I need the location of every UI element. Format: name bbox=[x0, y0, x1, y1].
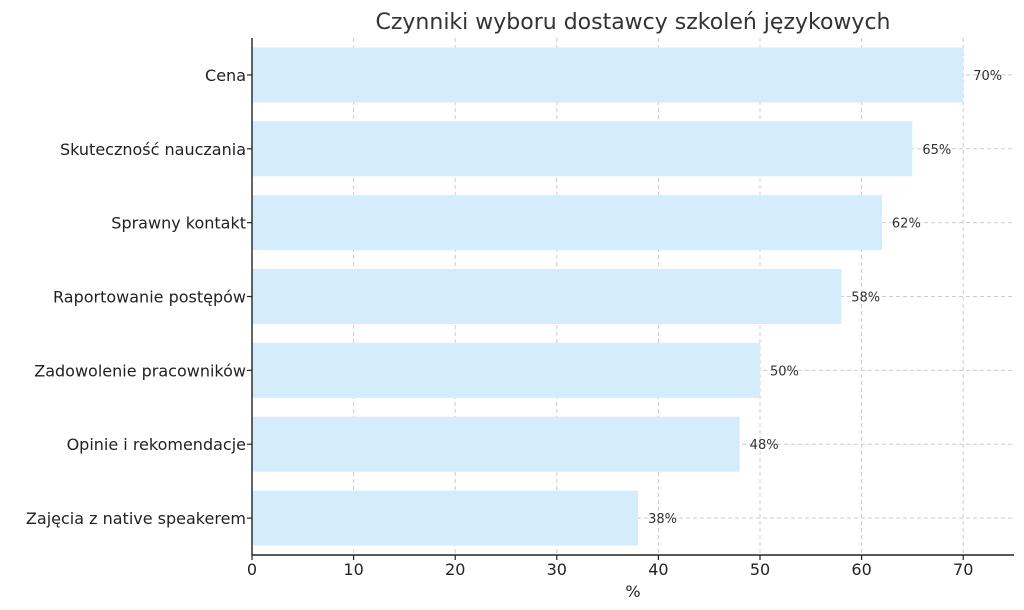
category-label: Raportowanie postępów bbox=[53, 288, 246, 307]
x-tick-label: 50 bbox=[750, 560, 770, 579]
chart-title: Czynniki wyboru dostawcy szkoleń językow… bbox=[376, 10, 891, 35]
bar bbox=[252, 490, 639, 546]
value-label: 65% bbox=[922, 143, 951, 158]
bar bbox=[252, 195, 882, 251]
value-label: 48% bbox=[750, 438, 779, 453]
x-axis-title: % bbox=[625, 582, 640, 601]
bar-layer bbox=[252, 47, 964, 546]
category-label: Sprawny kontakt bbox=[111, 214, 246, 233]
axis-layer: 0 10 20 30 40 50 60 70 bbox=[247, 38, 1014, 579]
label-layer: Cena 70% Skuteczność nauczania 65% Sprawny k… bbox=[26, 66, 1002, 528]
value-label: 58% bbox=[851, 291, 880, 306]
bar bbox=[252, 416, 740, 472]
value-label: 38% bbox=[648, 512, 677, 527]
bar bbox=[252, 47, 964, 103]
category-label: Skuteczność nauczania bbox=[60, 140, 246, 159]
category-label: Zajęcia z native speakerem bbox=[26, 509, 246, 528]
value-label: 62% bbox=[892, 217, 921, 232]
bar bbox=[252, 121, 913, 177]
bar bbox=[252, 269, 842, 324]
x-tick-label: 0 bbox=[247, 560, 257, 579]
x-tick-label: 20 bbox=[445, 560, 465, 579]
x-tick-label: 30 bbox=[547, 560, 567, 579]
category-label: Zadowolenie pracowników bbox=[34, 361, 246, 380]
x-tick-label: 10 bbox=[343, 560, 363, 579]
category-label: Opinie i rekomendacje bbox=[67, 435, 246, 454]
x-tick-label: 70 bbox=[953, 560, 973, 579]
category-label: Cena bbox=[205, 66, 246, 85]
value-label: 50% bbox=[770, 364, 799, 379]
bar bbox=[252, 342, 760, 398]
x-tick-label: 40 bbox=[648, 560, 668, 579]
value-label: 70% bbox=[973, 69, 1002, 84]
x-tick-label: 60 bbox=[851, 560, 871, 579]
